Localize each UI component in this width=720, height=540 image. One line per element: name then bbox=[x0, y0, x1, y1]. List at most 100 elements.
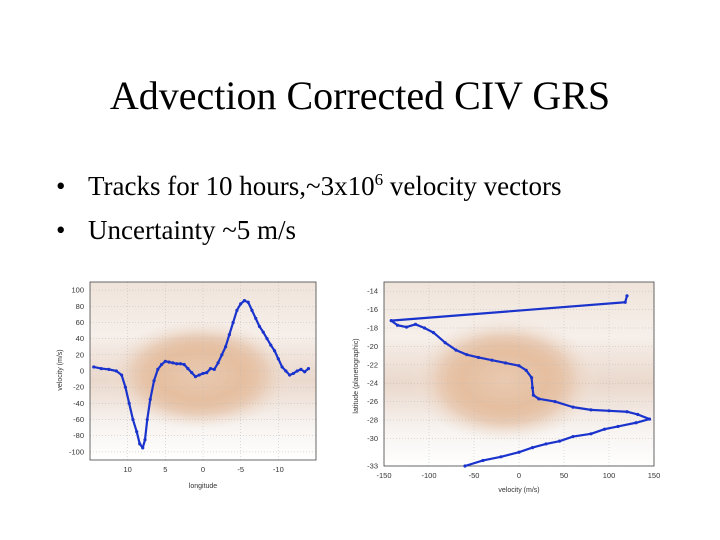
track-segment bbox=[477, 356, 494, 362]
track-segment bbox=[265, 337, 272, 347]
x-tick-label: -50 bbox=[469, 471, 480, 480]
data-series bbox=[389, 294, 652, 468]
data-series bbox=[92, 299, 311, 450]
track-segment bbox=[454, 348, 468, 356]
track-segment bbox=[141, 438, 147, 449]
track-segment bbox=[517, 446, 534, 454]
track-segment bbox=[531, 442, 548, 449]
y-tick-label: -20 bbox=[73, 383, 84, 392]
track-segment bbox=[624, 294, 629, 304]
track-segment bbox=[499, 451, 521, 458]
x-axis-label: velocity (m/s) bbox=[498, 487, 539, 494]
track-segment bbox=[107, 368, 118, 373]
track-segment bbox=[254, 317, 261, 328]
track-segment bbox=[143, 418, 149, 441]
x-tick-label: -150 bbox=[376, 471, 391, 480]
track-segment bbox=[616, 421, 638, 428]
y-tick-label: -18 bbox=[367, 324, 378, 333]
track-segment bbox=[92, 365, 103, 370]
track-segment bbox=[530, 376, 534, 389]
track-segment bbox=[135, 430, 141, 445]
bullet-item-uncertainty: • Uncertainty ~5 m/s bbox=[56, 208, 562, 252]
track-segment bbox=[525, 369, 533, 379]
y-tick-label: -22 bbox=[367, 360, 378, 369]
track-segment bbox=[146, 398, 152, 421]
x-tick-label: -100 bbox=[421, 471, 436, 480]
track-segment bbox=[152, 368, 159, 382]
slide-title: Advection Corrected CIV GRS bbox=[109, 73, 611, 118]
track-segment bbox=[269, 344, 276, 352]
track-segment bbox=[220, 345, 227, 356]
latitude-velocity-chart: -150 -100 -50 0 50 100 150 -14 -16 -18 -20 -22 -24 -2… bbox=[353, 281, 661, 494]
y-tick-label: -30 bbox=[367, 434, 378, 443]
track-segment bbox=[490, 359, 507, 365]
track-segment bbox=[303, 367, 310, 373]
track-segment bbox=[531, 386, 535, 397]
track-segment bbox=[131, 418, 138, 433]
y-axis-label: latitude (planetographic) bbox=[353, 338, 360, 413]
y-tick-label: -80 bbox=[73, 431, 84, 440]
track-segment bbox=[213, 361, 220, 371]
bullet-text-post: velocity vectors bbox=[383, 171, 562, 201]
track-segment bbox=[537, 397, 557, 403]
track-segment bbox=[571, 432, 593, 438]
track-segment bbox=[277, 357, 284, 369]
x-tick-label: -10 bbox=[273, 465, 284, 474]
y-tick-label: -24 bbox=[367, 379, 378, 388]
track-segment bbox=[224, 333, 231, 348]
track-segment bbox=[544, 440, 561, 446]
y-tick-label: 40 bbox=[76, 334, 84, 343]
track-segment bbox=[247, 301, 254, 312]
x-tick-label: 10 bbox=[123, 465, 131, 474]
track-segment bbox=[607, 409, 629, 413]
track-segment bbox=[481, 455, 503, 462]
track-segment bbox=[465, 353, 480, 359]
y-tick-label: -14 bbox=[367, 287, 378, 296]
track-segment bbox=[444, 341, 458, 352]
track-segment bbox=[553, 400, 575, 409]
y-tick-label: 20 bbox=[76, 350, 84, 359]
track-segment bbox=[504, 361, 521, 367]
x-tick-label: -5 bbox=[237, 465, 244, 474]
track-segment bbox=[558, 435, 575, 443]
x-tick-label: 5 bbox=[163, 465, 167, 474]
y-tick-label: -100 bbox=[69, 447, 84, 456]
track-segment bbox=[432, 331, 447, 344]
y-tick-label: 100 bbox=[71, 286, 84, 295]
track-segment bbox=[232, 309, 238, 324]
y-tick-label: 0 bbox=[80, 367, 84, 376]
y-tick-label: -28 bbox=[367, 416, 378, 425]
x-tick-label: 100 bbox=[603, 471, 616, 480]
track-segment bbox=[636, 413, 651, 421]
x-axis-label: longitude bbox=[189, 483, 218, 490]
track-segment bbox=[273, 349, 280, 360]
plot-frame bbox=[383, 281, 655, 467]
track-segment bbox=[603, 425, 620, 431]
track-segment bbox=[390, 301, 627, 322]
bullet-item-tracks: • Tracks for 10 hours,~3x106 velocity vec… bbox=[56, 164, 562, 208]
bullet-text: Uncertainty ~5 m/s bbox=[88, 215, 297, 245]
track-segment bbox=[589, 408, 611, 412]
velocity-longitude-chart: 10 5 0 -5 -10 100 80 60 40 20 0 -20 -40 -60 -80 -100 lon… bbox=[57, 281, 317, 490]
y-tick-label: -60 bbox=[73, 415, 84, 424]
bullet-exponent: 6 bbox=[374, 170, 384, 189]
track-segment bbox=[115, 369, 123, 377]
y-tick-label: 60 bbox=[76, 318, 84, 327]
y-axis-label: velocity (m/s) bbox=[57, 349, 64, 390]
x-tick-label: 0 bbox=[517, 471, 521, 480]
track-segment bbox=[149, 379, 156, 401]
track-segment bbox=[625, 410, 639, 416]
track-segment bbox=[423, 326, 435, 334]
track-segment bbox=[120, 373, 127, 389]
track-segment bbox=[124, 386, 131, 405]
bullet-marker: • bbox=[56, 171, 66, 201]
track-segment bbox=[258, 325, 265, 334]
track-segment bbox=[405, 323, 417, 329]
bullet-marker: • bbox=[56, 215, 66, 245]
track-segment bbox=[571, 406, 593, 411]
track-segment bbox=[235, 302, 242, 312]
track-segment bbox=[589, 428, 606, 435]
x-tick-label: 150 bbox=[648, 471, 661, 480]
track-segment bbox=[390, 319, 399, 327]
